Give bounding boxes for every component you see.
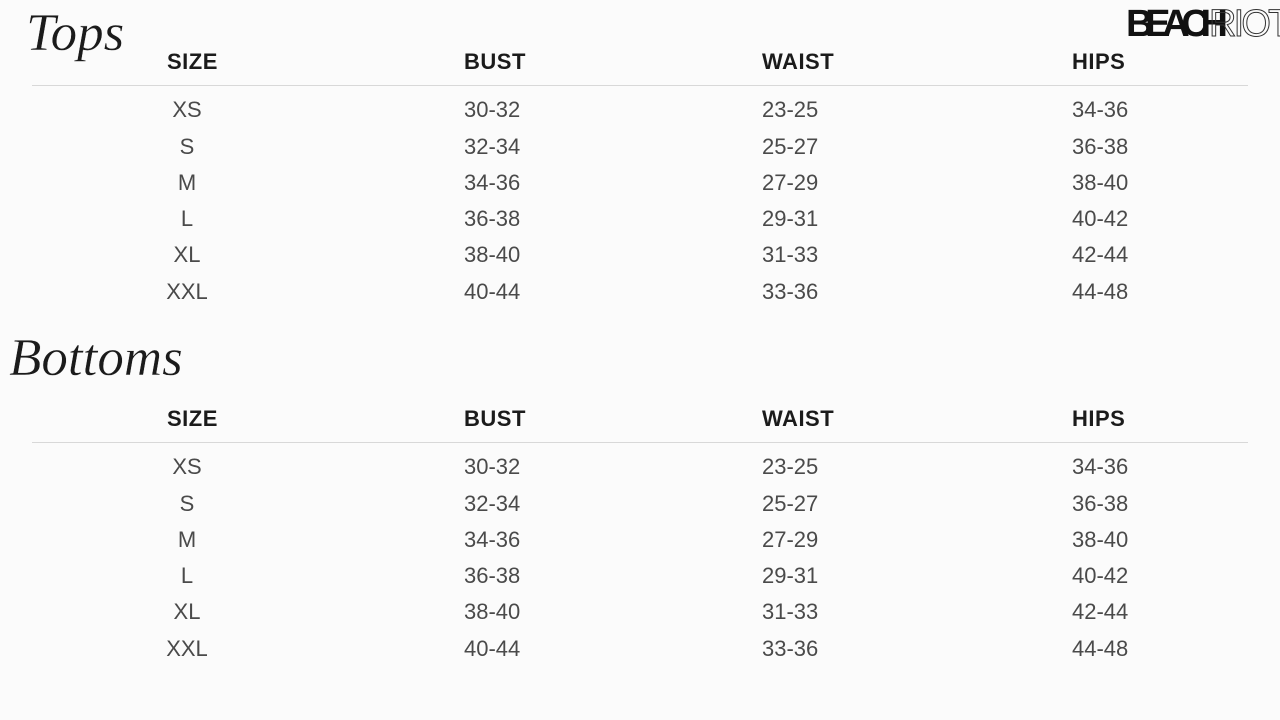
svg-text:RIOT: RIOT [1209,3,1280,45]
